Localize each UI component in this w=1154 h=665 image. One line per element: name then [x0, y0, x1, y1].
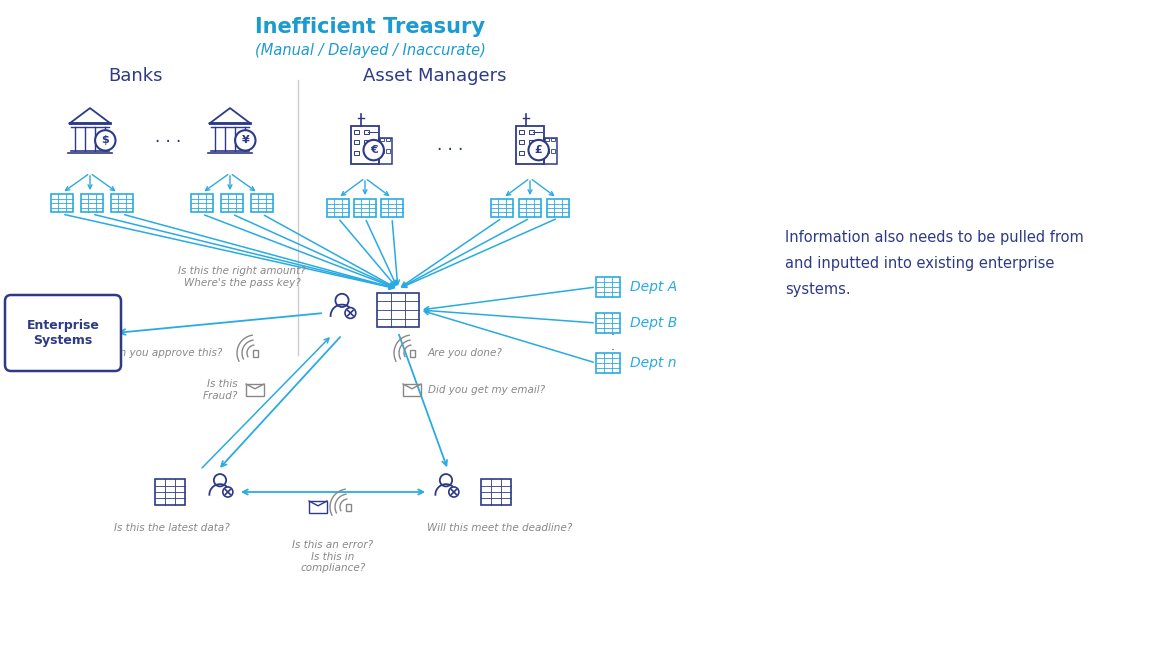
- Text: Asset Managers: Asset Managers: [364, 67, 507, 85]
- Bar: [546, 138, 549, 142]
- Bar: [354, 151, 359, 155]
- Text: Can you approve this?: Can you approve this?: [106, 348, 222, 358]
- Text: Dept A: Dept A: [630, 280, 677, 294]
- Text: Information also needs to be pulled from
and inputted into existing enterprise
s: Information also needs to be pulled from…: [785, 230, 1084, 297]
- Bar: [351, 126, 380, 164]
- Text: (Manual / Delayed / Inaccurate): (Manual / Delayed / Inaccurate): [255, 43, 486, 58]
- Bar: [595, 353, 620, 373]
- Text: Will this meet the deadline?: Will this meet the deadline?: [427, 523, 572, 533]
- Circle shape: [345, 308, 355, 319]
- Bar: [354, 130, 359, 134]
- Bar: [354, 140, 359, 144]
- Bar: [529, 140, 534, 144]
- Text: Are you done?: Are you done?: [428, 348, 503, 358]
- Bar: [519, 151, 524, 155]
- Circle shape: [449, 487, 459, 497]
- Circle shape: [95, 130, 115, 150]
- Bar: [364, 130, 369, 134]
- Text: Banks: Banks: [107, 67, 163, 85]
- Bar: [155, 479, 186, 505]
- Text: ¥: ¥: [241, 136, 249, 146]
- Circle shape: [223, 487, 233, 497]
- Bar: [327, 199, 349, 217]
- Bar: [519, 130, 524, 134]
- Circle shape: [529, 140, 549, 160]
- Bar: [192, 194, 213, 212]
- Circle shape: [364, 140, 384, 160]
- Bar: [516, 126, 545, 164]
- Text: . . .: . . .: [155, 128, 181, 146]
- Text: $: $: [102, 136, 110, 146]
- Text: Is this the latest data?: Is this the latest data?: [114, 523, 230, 533]
- Bar: [490, 199, 514, 217]
- Bar: [552, 149, 555, 153]
- Bar: [253, 350, 257, 357]
- Text: £: £: [534, 145, 542, 155]
- Bar: [246, 384, 264, 396]
- Text: Dept n: Dept n: [630, 356, 676, 370]
- Bar: [480, 479, 511, 505]
- Text: Is this an error?
Is this in
compliance?: Is this an error? Is this in compliance?: [292, 540, 374, 573]
- Text: Did you get my email?: Did you get my email?: [428, 385, 545, 395]
- Bar: [529, 151, 534, 155]
- Bar: [377, 293, 419, 327]
- Bar: [410, 350, 414, 357]
- Text: Enterprise
Systems: Enterprise Systems: [27, 319, 99, 347]
- Bar: [364, 151, 369, 155]
- Bar: [545, 138, 557, 164]
- Bar: [252, 194, 273, 212]
- Text: ·
·: · ·: [610, 329, 615, 357]
- Bar: [222, 194, 243, 212]
- Text: Dept B: Dept B: [630, 316, 677, 330]
- Text: . . .: . . .: [437, 136, 463, 154]
- Bar: [111, 194, 133, 212]
- Text: Inefficient Treasury: Inefficient Treasury: [255, 17, 485, 37]
- Bar: [309, 501, 327, 513]
- Bar: [380, 138, 392, 164]
- Bar: [381, 149, 384, 153]
- Bar: [354, 199, 376, 217]
- Bar: [595, 277, 620, 297]
- Bar: [387, 149, 390, 153]
- Bar: [81, 194, 103, 212]
- Text: €: €: [369, 145, 377, 155]
- Bar: [51, 194, 73, 212]
- Bar: [546, 149, 549, 153]
- FancyBboxPatch shape: [5, 295, 121, 371]
- Bar: [552, 138, 555, 142]
- Bar: [381, 199, 403, 217]
- Bar: [387, 138, 390, 142]
- Bar: [519, 199, 541, 217]
- Bar: [519, 140, 524, 144]
- Bar: [381, 138, 384, 142]
- Text: Is this the right amount?
Where's the pass key?: Is this the right amount? Where's the pa…: [178, 266, 306, 288]
- Bar: [595, 313, 620, 333]
- Bar: [529, 130, 534, 134]
- Bar: [403, 384, 421, 396]
- Bar: [547, 199, 569, 217]
- Bar: [345, 504, 351, 511]
- Text: Is this
Fraud?: Is this Fraud?: [203, 379, 238, 401]
- Bar: [364, 140, 369, 144]
- Circle shape: [235, 130, 255, 150]
